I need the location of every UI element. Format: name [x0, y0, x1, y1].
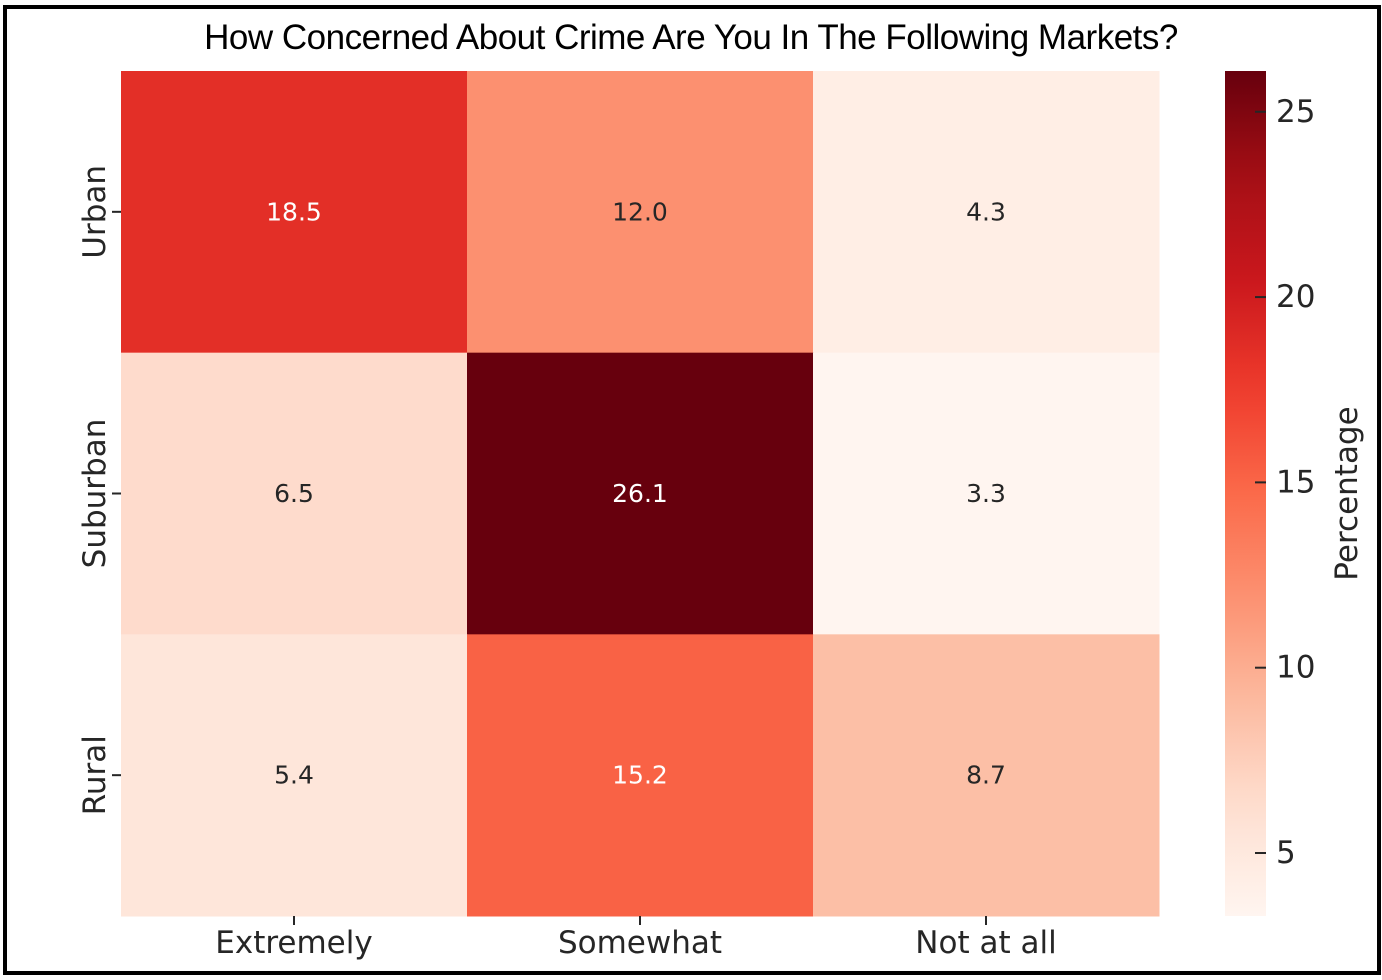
y-axis: Urban Suburban Rural	[77, 165, 121, 815]
heatmap-cell-value: 8.7	[966, 761, 1006, 790]
y-tick-label: Suburban	[77, 419, 113, 569]
heatmap-cell-rural-not-at-all	[813, 634, 1160, 917]
colorbar: 5 10 15 20 25 Percentage	[1225, 71, 1365, 916]
heatmap-cell-value: 3.3	[966, 479, 1006, 508]
heatmap-cell-urban-somewhat	[467, 71, 814, 354]
colorbar-label: Percentage	[1329, 406, 1365, 580]
heatmap-cell-suburban-somewhat	[467, 352, 814, 635]
x-axis: Extremely Somewhat Not at all	[215, 916, 1057, 961]
heatmap-cell-value: 6.5	[274, 479, 314, 508]
colorbar-tick-label: 5	[1276, 835, 1296, 871]
colorbar-tick-label: 20	[1276, 279, 1315, 315]
chart-title: How Concerned About Crime Are You In The…	[204, 18, 1178, 57]
heatmap-cell-suburban-extremely	[121, 352, 468, 635]
heatmap-cell-suburban-not-at-all	[813, 352, 1160, 635]
heatmap-cell-urban-not-at-all	[813, 71, 1160, 354]
heatmap-cell-value: 15.2	[612, 761, 668, 790]
heatmap-cells	[121, 71, 1160, 917]
heatmap-cell-value: 4.3	[966, 197, 1006, 226]
x-tick-label: Not at all	[915, 925, 1056, 961]
x-tick-label: Somewhat	[558, 925, 722, 961]
chart-frame	[3, 5, 1381, 975]
heatmap-cell-value: 18.5	[266, 197, 322, 226]
colorbar-tick-label: 15	[1276, 464, 1315, 500]
heatmap-cell-value: 5.4	[274, 761, 314, 790]
y-tick-label: Rural	[77, 735, 113, 815]
colorbar-ticks: 5 10 15 20 25	[1255, 94, 1315, 871]
x-tick-label: Extremely	[215, 925, 372, 961]
heatmap-cell-rural-somewhat	[467, 634, 814, 917]
heatmap-cell-labels: 18.5 12.0 4.3 6.5 26.1 3.3 5.4 15.2 8.7	[266, 197, 1006, 789]
colorbar-gradient	[1225, 71, 1266, 916]
heatmap-cell-urban-extremely	[121, 71, 468, 354]
colorbar-tick-label: 10	[1276, 650, 1315, 686]
heatmap-cell-value: 12.0	[612, 197, 668, 226]
y-tick-label: Urban	[77, 165, 113, 259]
heatmap-cell-rural-extremely	[121, 634, 468, 917]
heatmap-cell-value: 26.1	[612, 479, 668, 508]
colorbar-tick-label: 25	[1276, 94, 1315, 130]
